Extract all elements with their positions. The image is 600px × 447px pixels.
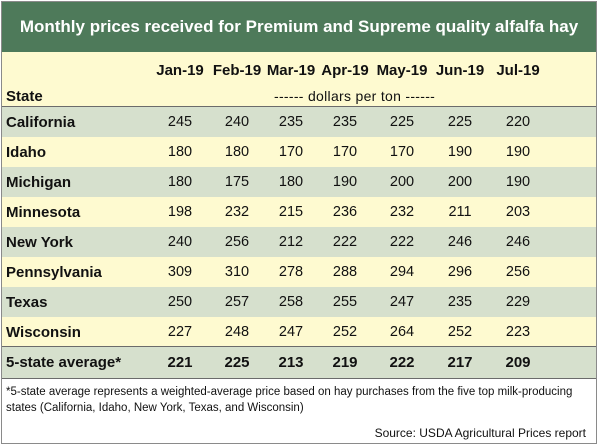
table-row: New York 240 256 212 222 222 246 246 [2, 227, 596, 257]
price-cell: 190 [332, 174, 358, 190]
price-cell: 220 [505, 114, 531, 130]
state-name: Michigan [6, 173, 72, 191]
month-header: Apr-19 [321, 62, 369, 79]
average-price-cell: 209 [505, 354, 531, 371]
average-row: 5-state average* 221 225 213 219 222 217 209 [2, 347, 596, 378]
price-cell: 256 [224, 234, 250, 250]
price-cell: 240 [167, 234, 193, 250]
footnote: *5-state average represents a weighted-a… [6, 386, 573, 414]
price-cell: 232 [224, 204, 250, 220]
price-cell: 294 [389, 264, 415, 280]
price-cell: 170 [278, 144, 304, 160]
state-name: Wisconsin [6, 323, 81, 341]
average-label: 5-state average* [6, 354, 122, 371]
price-cell: 229 [505, 294, 531, 310]
average-price-cell: 217 [447, 354, 473, 371]
header-divider [2, 106, 596, 107]
table-row: Michigan 180 175 180 190 200 200 190 [2, 167, 596, 197]
table-title: Monthly prices received for Premium and … [2, 2, 596, 52]
price-cell: 258 [278, 294, 304, 310]
price-cell: 264 [389, 324, 415, 340]
price-cell: 200 [447, 174, 473, 190]
price-cell: 309 [167, 264, 193, 280]
price-cell: 247 [278, 324, 304, 340]
price-cell: 190 [505, 144, 531, 160]
state-name: Texas [6, 293, 48, 311]
table-row: Texas 250 257 258 255 247 235 229 [2, 287, 596, 317]
month-header: Mar-19 [266, 62, 316, 79]
price-cell: 252 [332, 324, 358, 340]
month-header: Jul-19 [496, 62, 540, 79]
price-cell: 252 [447, 324, 473, 340]
price-cell: 245 [167, 114, 193, 130]
state-name: Pennsylvania [6, 263, 102, 281]
price-cell: 170 [332, 144, 358, 160]
table-row: Minnesota 198 232 215 236 232 211 203 [2, 197, 596, 227]
average-price-cell: 213 [278, 354, 304, 371]
price-cell: 232 [389, 204, 415, 220]
price-cell: 257 [224, 294, 250, 310]
price-cell: 225 [447, 114, 473, 130]
table-row: Idaho 180 180 170 170 170 190 190 [2, 137, 596, 167]
price-cell: 190 [505, 174, 531, 190]
price-cell: 198 [167, 204, 193, 220]
price-cell: 190 [447, 144, 473, 160]
price-cell: 203 [505, 204, 531, 220]
state-header-band [2, 93, 596, 106]
month-header: Jun-19 [435, 62, 485, 79]
month-header: May-19 [376, 62, 428, 79]
price-cell: 180 [167, 144, 193, 160]
average-divider-top [2, 346, 596, 347]
price-cell: 225 [389, 114, 415, 130]
table-row: Pennsylvania 309 310 278 288 294 296 256 [2, 257, 596, 287]
months-header-band [2, 52, 596, 93]
unit-label: ------ dollars per ton ------ [274, 88, 436, 104]
price-cell: 256 [505, 264, 531, 280]
price-cell: 288 [332, 264, 358, 280]
price-cell: 236 [332, 204, 358, 220]
price-cell: 200 [389, 174, 415, 190]
source-note: Source: USDA Agricultural Prices report [374, 426, 586, 440]
price-cell: 180 [224, 144, 250, 160]
price-cell: 246 [447, 234, 473, 250]
price-cell: 240 [224, 114, 250, 130]
price-cell: 235 [447, 294, 473, 310]
table-row: California 245 240 235 235 225 225 220 [2, 107, 596, 137]
month-header: Feb-19 [212, 62, 262, 79]
price-cell: 211 [448, 204, 472, 220]
price-cell: 227 [167, 324, 193, 340]
average-price-cell: 222 [389, 354, 415, 371]
price-cell: 247 [389, 294, 415, 310]
price-cell: 170 [389, 144, 415, 160]
table-row: Wisconsin 227 248 247 252 264 252 223 [2, 317, 596, 347]
price-cell: 250 [167, 294, 193, 310]
price-cell: 235 [278, 114, 304, 130]
price-cell: 248 [224, 324, 250, 340]
state-column-header: State [6, 88, 43, 105]
average-price-cell: 221 [167, 354, 193, 371]
price-cell: 215 [278, 204, 304, 220]
average-price-cell: 225 [224, 354, 250, 371]
price-cell: 255 [332, 294, 358, 310]
average-divider-bottom [2, 378, 596, 379]
price-cell: 278 [278, 264, 304, 280]
state-name: New York [6, 233, 73, 251]
price-cell: 222 [389, 234, 415, 250]
price-cell: 222 [332, 234, 358, 250]
average-price-cell: 219 [332, 354, 358, 371]
price-cell: 235 [332, 114, 358, 130]
price-cell: 180 [167, 174, 193, 190]
month-header: Jan-19 [156, 62, 204, 79]
price-cell: 212 [278, 234, 304, 250]
state-name: Minnesota [6, 203, 81, 221]
price-cell: 175 [224, 174, 250, 190]
price-cell: 223 [505, 324, 531, 340]
price-cell: 180 [278, 174, 304, 190]
state-name: Idaho [6, 143, 46, 161]
state-name: California [6, 113, 76, 131]
price-cell: 246 [505, 234, 531, 250]
price-cell: 296 [447, 264, 473, 280]
price-cell: 310 [224, 264, 250, 280]
